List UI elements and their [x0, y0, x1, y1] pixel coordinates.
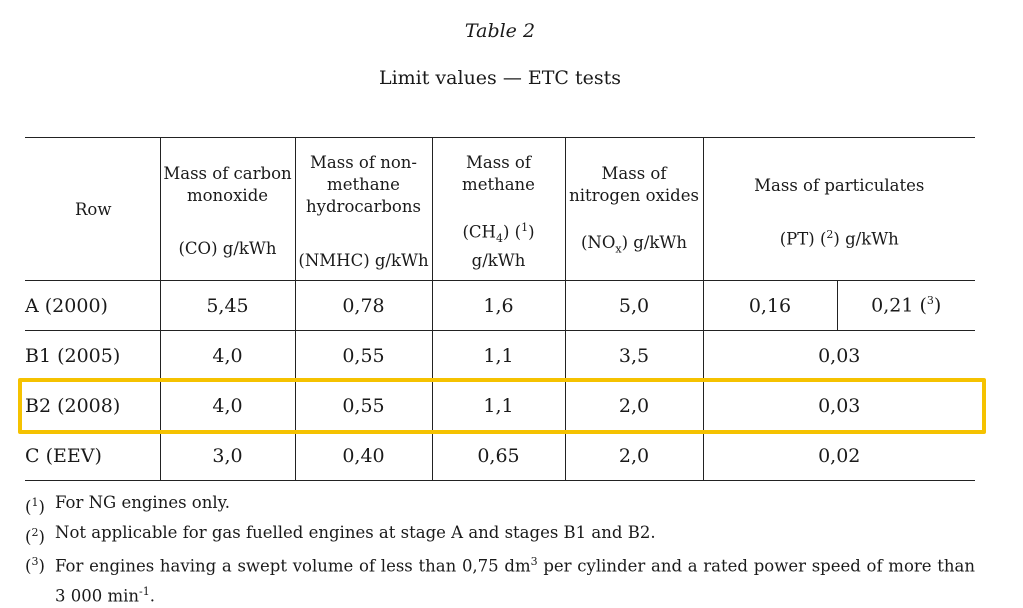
header-nmhc-unit: (NMHC) g/kWh — [298, 251, 429, 270]
cell-pt: 0,03 — [702, 330, 975, 381]
cell-pt-1: 0,16 — [702, 280, 837, 331]
cell-ch4: 1,1 — [431, 330, 565, 381]
footnote-mark: (2) — [25, 525, 45, 547]
header-pt: Mass of particulates (PT) (2) g/kWh — [702, 137, 975, 281]
cell-nox: 5,0 — [564, 280, 703, 331]
header-nox-unit: (NOx) g/kWh — [580, 232, 687, 255]
header-co: Mass of carbon monoxide (CO) g/kWh — [159, 137, 295, 281]
footnote-mark: (3) — [25, 555, 45, 576]
header-nmhc: Mass of non-methane hydrocarbons (NMHC) … — [294, 137, 432, 281]
footnote-text: For NG engines only. — [55, 493, 231, 512]
cell-co: 5,45 — [159, 280, 295, 331]
table-row: C (EEV) 3,0 0,40 0,65 2,0 0,02 — [25, 430, 975, 481]
header-row-label: Row — [75, 200, 112, 219]
header-ch4-unit: (CH4) (1) g/kWh — [462, 221, 535, 270]
cell-pt: 0,02 — [702, 430, 975, 481]
row-label: C (EEV) — [25, 430, 160, 481]
cell-ch4: 1,1 — [431, 380, 565, 431]
cell-ch4: 1,6 — [431, 280, 565, 331]
cell-nmhc: 0,55 — [294, 380, 432, 431]
cell-co: 3,0 — [159, 430, 295, 481]
header-pt-unit: (PT) (2) g/kWh — [779, 227, 899, 249]
cell-ch4: 0,65 — [431, 430, 565, 481]
cell-pt-2: 0,21 (3) — [836, 280, 975, 331]
header-co-title: Mass of carbon monoxide — [163, 164, 292, 205]
cell-nmhc: 0,40 — [294, 430, 432, 481]
table-row: B1 (2005) 4,0 0,55 1,1 3,5 0,03 — [25, 330, 975, 381]
header-ch4: Mass of methane (CH4) (1) g/kWh — [431, 137, 565, 281]
cell-pt: 0,03 — [702, 380, 975, 431]
header-nmhc-title: Mass of non-methane hydrocarbons — [306, 153, 421, 216]
table-title: Limit values — ETC tests — [378, 67, 622, 89]
header-nox: Mass of nitrogen oxides (NOx) g/kWh — [564, 137, 703, 281]
footnote-1: (1) For NG engines only. — [25, 490, 975, 520]
footnote-mark: (1) — [25, 496, 45, 517]
footnote-3: (3) For engines having a swept volume of… — [25, 549, 975, 608]
cell-nox: 3,5 — [564, 330, 703, 381]
cell-nmhc: 0,55 — [294, 330, 432, 381]
header-nox-title: Mass of nitrogen oxides — [569, 164, 699, 205]
row-label: B1 (2005) — [25, 330, 160, 381]
header-pt-title: Mass of particulates — [754, 176, 925, 195]
footnote-text: Not applicable for gas fuelled engines a… — [55, 522, 656, 542]
footnotes: (1) For NG engines only. (2) Not applica… — [25, 490, 975, 608]
cell-nox: 2,0 — [564, 380, 703, 431]
row-label: B2 (2008) — [25, 380, 160, 431]
header-ch4-title: Mass of methane — [462, 153, 535, 194]
footnote-2: (2) Not applicable for gas fuelled engin… — [25, 520, 975, 550]
table-label: Table 2 — [464, 20, 536, 42]
footnote-text: For engines having a swept volume of les… — [55, 555, 975, 605]
cell-nox: 2,0 — [564, 430, 703, 481]
cell-co: 4,0 — [159, 330, 295, 381]
cell-nmhc: 0,78 — [294, 280, 432, 331]
limit-values-table: Row Mass of carbon monoxide (CO) g/kWh M… — [25, 137, 975, 481]
table-row: B2 (2008) 4,0 0,55 1,1 2,0 0,03 — [25, 380, 975, 431]
header-co-unit: (CO) g/kWh — [178, 239, 277, 258]
table-row: A (2000) 5,45 0,78 1,6 5,0 0,16 0,21 (3) — [25, 280, 975, 331]
row-label: A (2000) — [25, 280, 160, 331]
header-row: Row — [25, 137, 160, 281]
cell-co: 4,0 — [159, 380, 295, 431]
